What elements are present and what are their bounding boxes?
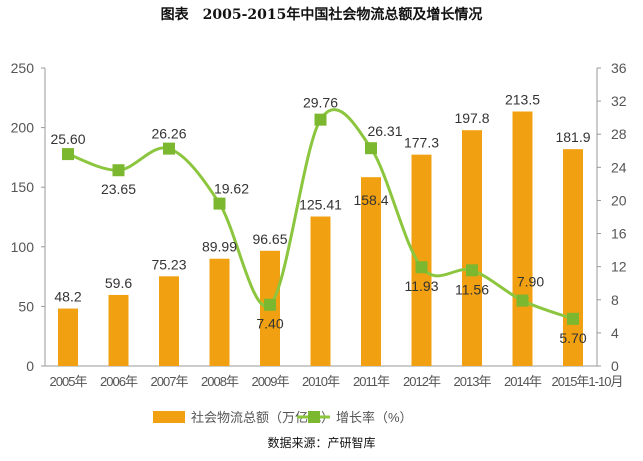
legend-bar-label: 社会物流总额（万亿元） <box>191 410 334 425</box>
line-data-label: 26.26 <box>151 126 186 142</box>
y-right-tick-label: 16 <box>611 226 627 242</box>
line-data-label: 5.70 <box>559 330 586 346</box>
bar-data-label: 213.5 <box>505 92 540 108</box>
growth-marker <box>112 164 125 177</box>
growth-marker <box>213 197 226 210</box>
line-data-label: 19.62 <box>214 181 249 197</box>
growth-marker <box>567 312 579 325</box>
bar-data-label: 125.41 <box>299 197 342 213</box>
bar-data-label: 75.23 <box>151 256 186 272</box>
bar-data-label: 59.6 <box>105 275 132 291</box>
bar <box>361 177 381 366</box>
legend-bar-swatch <box>153 411 185 423</box>
x-tick-label: 2006年 <box>100 374 138 389</box>
bar-data-label: 177.3 <box>404 135 439 151</box>
bar <box>108 294 129 366</box>
y-right-tick-label: 12 <box>611 259 627 275</box>
y-left-tick-label: 100 <box>11 239 35 255</box>
x-tick-label: 2015年1-10月 <box>552 374 623 389</box>
growth-marker <box>516 294 529 307</box>
line-data-label: 7.90 <box>517 274 544 290</box>
x-tick-label: 2010年 <box>302 374 340 389</box>
line-data-label: 23.65 <box>101 181 136 197</box>
x-tick-label: 2007年 <box>151 374 189 389</box>
y-right-tick-label: 28 <box>611 126 627 142</box>
y-left-tick-label: 50 <box>18 298 34 314</box>
chart-title: 图表 2005-2015年中国社会物流总额及增长情况 <box>160 7 483 23</box>
bar <box>159 276 179 366</box>
bar <box>209 258 230 366</box>
bar <box>310 216 331 366</box>
bar <box>512 111 533 367</box>
x-tick-label: 2012年 <box>403 374 441 389</box>
y-left-tick-label: 250 <box>11 60 35 76</box>
line-data-label: 7.40 <box>256 316 283 332</box>
y-left-tick-label: 200 <box>11 120 35 136</box>
growth-marker <box>62 148 74 161</box>
growth-marker <box>264 298 276 311</box>
y-right-tick-label: 20 <box>611 192 627 208</box>
y-right-tick-label: 32 <box>611 93 627 109</box>
y-right-tick-label: 24 <box>611 159 627 175</box>
x-tick-label: 2011年 <box>353 374 390 389</box>
growth-marker <box>314 113 327 126</box>
x-tick-label: 2005年 <box>50 374 88 389</box>
bar-data-label: 96.65 <box>252 231 287 247</box>
y-right-tick-label: 4 <box>611 325 619 341</box>
line-data-label: 11.93 <box>405 278 439 294</box>
y-right-tick-label: 8 <box>611 292 619 308</box>
growth-marker <box>415 261 428 274</box>
bar-data-label: 48.2 <box>54 289 81 305</box>
bar-data-label: 158.4 <box>353 192 388 208</box>
bar-data-label: 89.99 <box>202 239 237 255</box>
line-data-label: 26.31 <box>367 123 402 139</box>
bar <box>563 149 583 366</box>
y-right-tick-label: 0 <box>611 358 619 374</box>
line-data-label: 11.56 <box>455 281 489 297</box>
growth-marker <box>365 142 377 155</box>
x-tick-label: 2009年 <box>252 374 290 389</box>
legend-line-marker <box>308 411 320 423</box>
x-tick-label: 2013年 <box>454 374 492 389</box>
line-data-label: 25.60 <box>50 131 85 147</box>
bar <box>462 130 482 366</box>
legend-line-label: 增长率（%） <box>336 410 413 425</box>
y-left-tick-label: 0 <box>26 358 34 374</box>
y-left-tick-label: 150 <box>11 179 35 195</box>
x-tick-label: 2008年 <box>201 374 239 389</box>
y-right-tick-label: 36 <box>611 60 627 76</box>
x-tick-label: 2014年 <box>504 374 542 389</box>
chart-source: 数据来源：产研智库 <box>267 436 376 450</box>
bar <box>58 308 78 366</box>
growth-marker <box>163 142 175 155</box>
line-data-label: 29.76 <box>303 95 338 111</box>
growth-marker <box>466 264 478 277</box>
bar-data-label: 181.9 <box>555 129 590 145</box>
bar <box>411 154 432 366</box>
bar-data-label: 197.8 <box>454 110 489 126</box>
